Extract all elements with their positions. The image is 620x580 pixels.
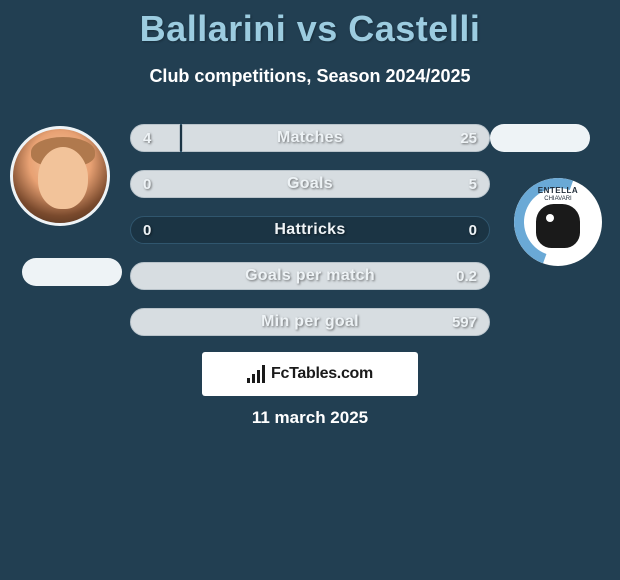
comparison-rows: 4Matches250Goals50Hattricks0Goals per ma… bbox=[130, 124, 490, 354]
stat-right-value: 597 bbox=[452, 309, 477, 335]
footer-date: 11 march 2025 bbox=[0, 408, 620, 428]
stat-label: Hattricks bbox=[131, 217, 489, 243]
bars-icon bbox=[247, 365, 265, 383]
stat-row: Min per goal597 bbox=[130, 308, 490, 336]
brand-logo: FcTables.com bbox=[202, 352, 418, 396]
player-left-avatar bbox=[10, 126, 110, 226]
stat-label: Goals bbox=[131, 171, 489, 197]
stat-row: 0Hattricks0 bbox=[130, 216, 490, 244]
page-title: Ballarini vs Castelli bbox=[0, 0, 620, 50]
stat-label: Goals per match bbox=[131, 263, 489, 289]
player-right-club-badge: ENTELLA CHIAVARI bbox=[514, 178, 602, 266]
stat-label: Matches bbox=[131, 125, 489, 151]
club-name: ENTELLA bbox=[538, 186, 578, 195]
club-subname: CHIAVARI bbox=[544, 196, 571, 202]
stat-row: 4Matches25 bbox=[130, 124, 490, 152]
player-left-flag bbox=[22, 258, 122, 286]
stat-right-value: 0.2 bbox=[456, 263, 477, 289]
brand-text: FcTables.com bbox=[271, 365, 373, 383]
stat-row: 0Goals5 bbox=[130, 170, 490, 198]
page-subtitle: Club competitions, Season 2024/2025 bbox=[0, 66, 620, 87]
stat-right-value: 0 bbox=[469, 217, 477, 243]
stat-right-value: 5 bbox=[469, 171, 477, 197]
player-right-flag bbox=[490, 124, 590, 152]
stat-row: Goals per match0.2 bbox=[130, 262, 490, 290]
stat-label: Min per goal bbox=[131, 309, 489, 335]
stat-right-value: 25 bbox=[460, 125, 477, 151]
